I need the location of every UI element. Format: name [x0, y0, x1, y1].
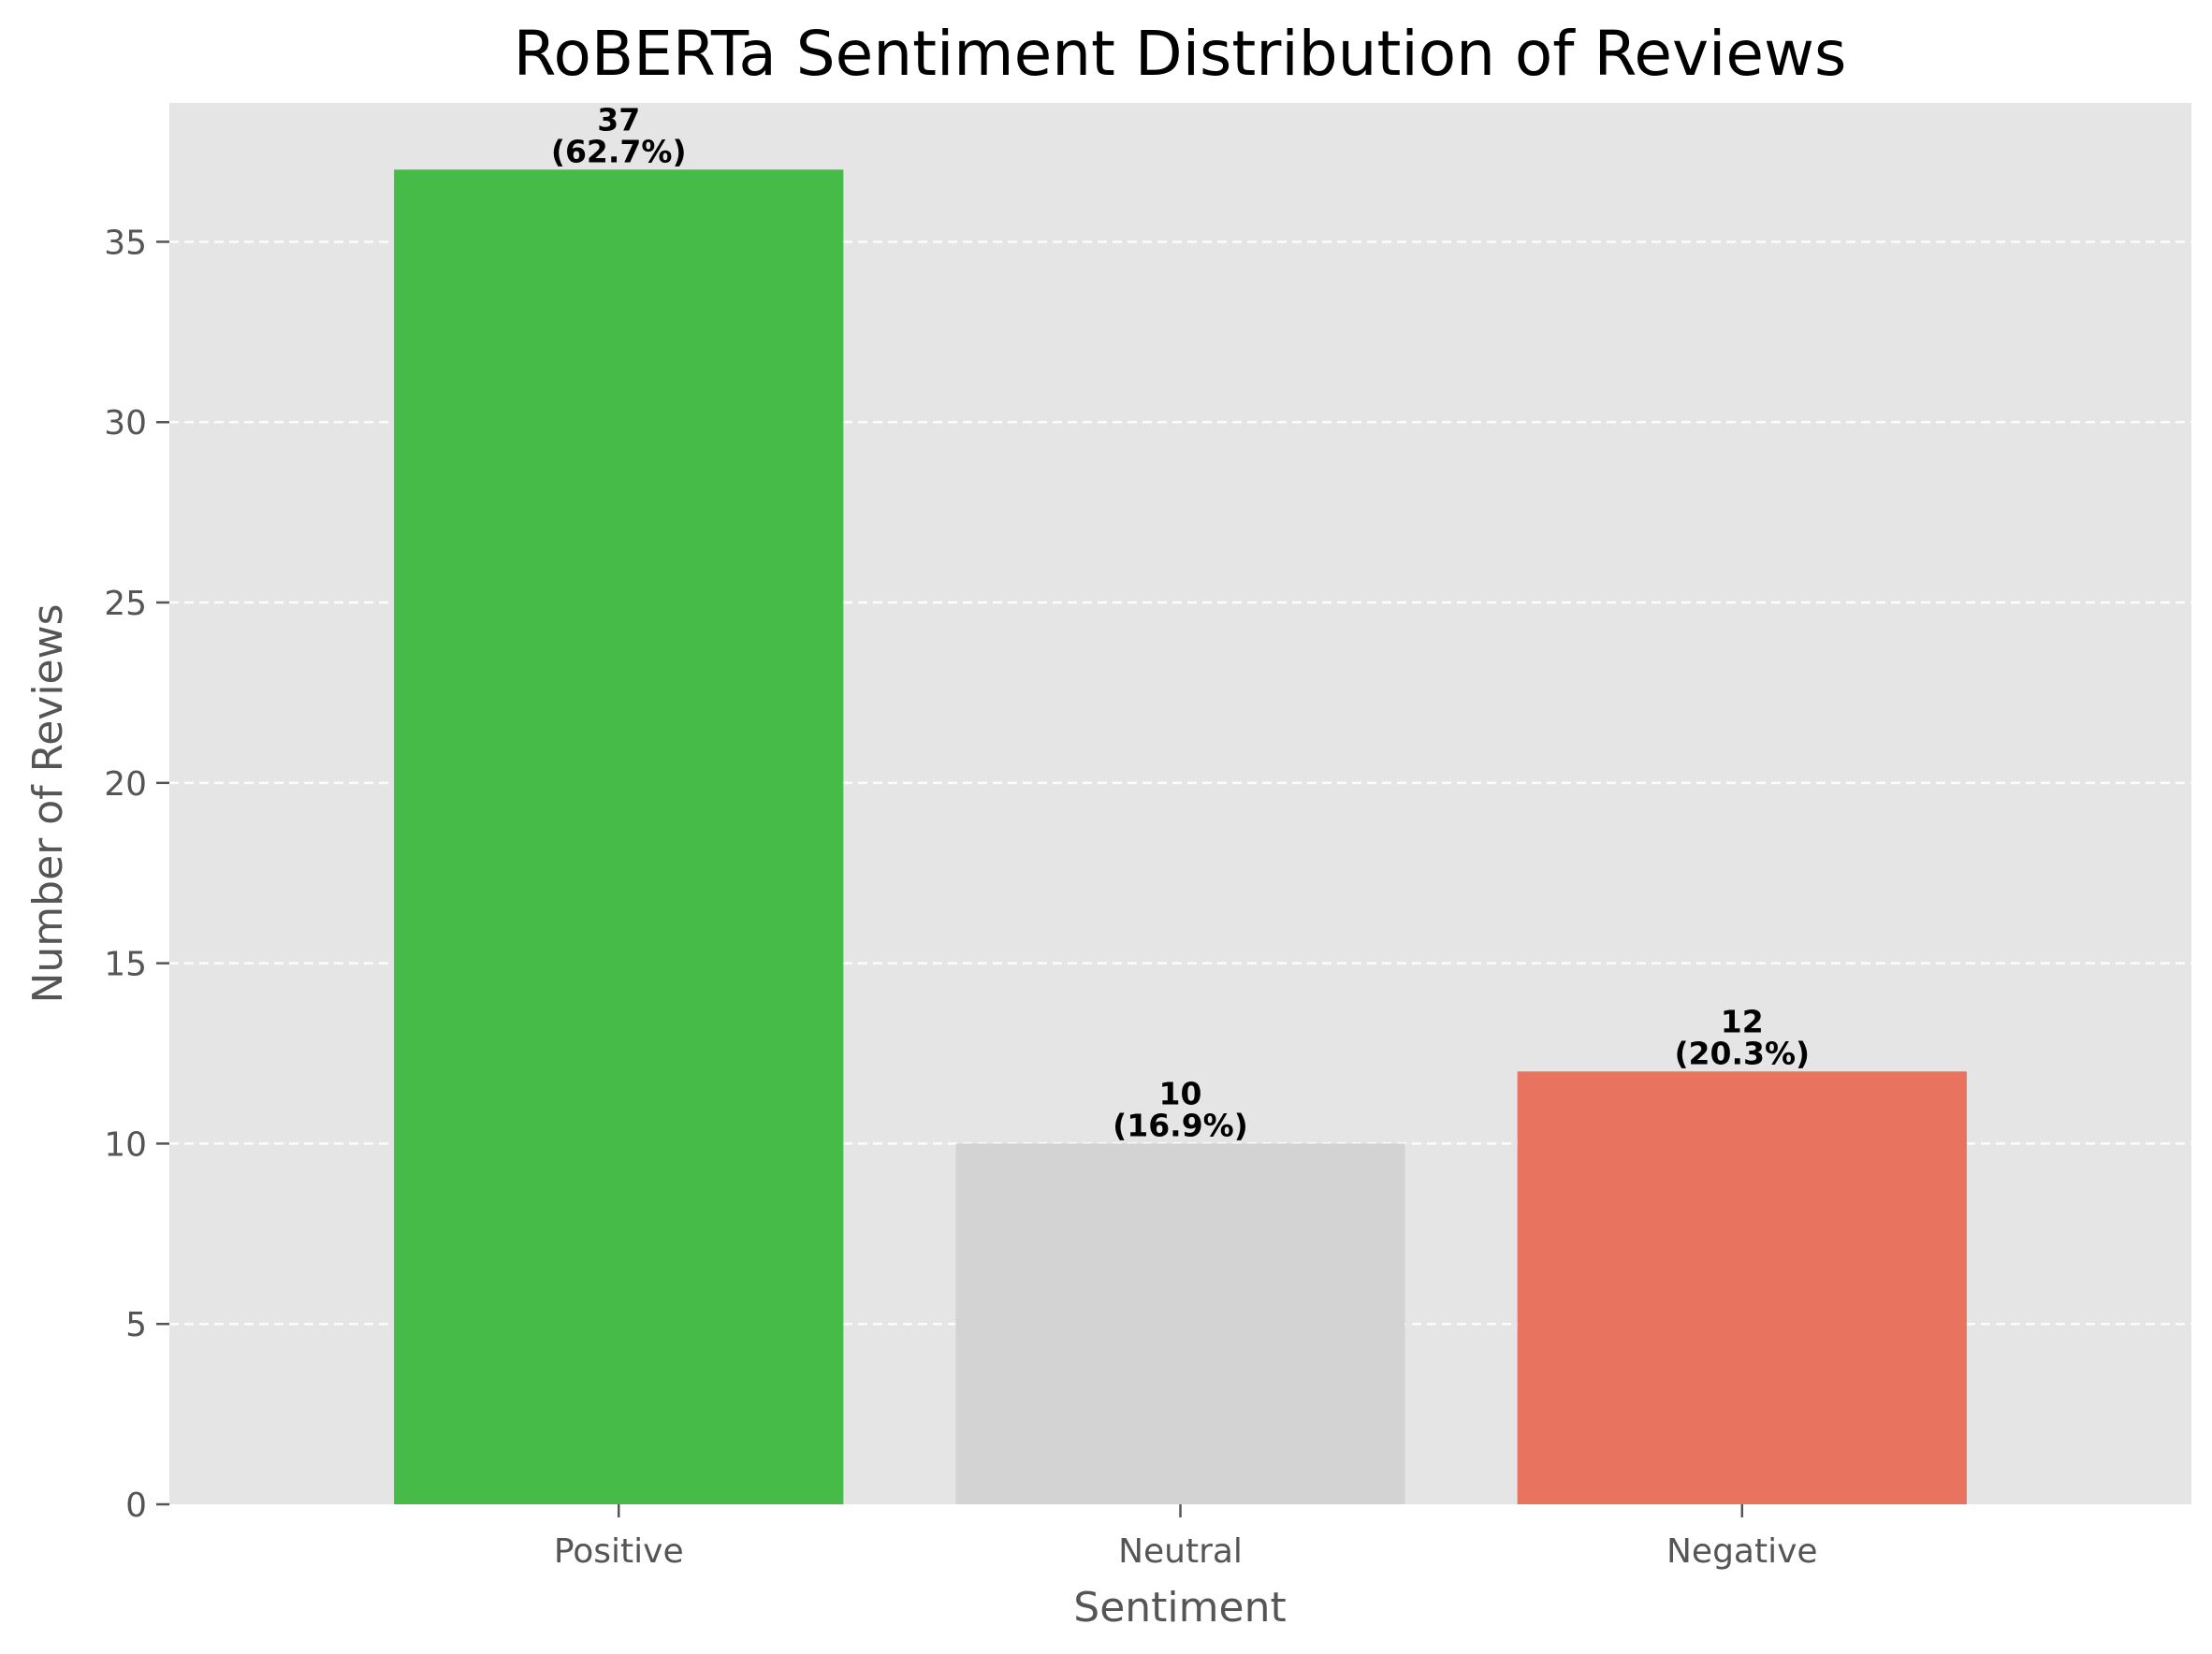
y-tick-label: 30: [104, 404, 147, 443]
data-label-count: 10: [1159, 1075, 1202, 1111]
y-tick-label: 0: [125, 1487, 147, 1525]
y-tick-label: 20: [104, 765, 147, 804]
data-label-percent: (62.7%): [551, 133, 687, 169]
y-tick-label: 15: [104, 946, 147, 984]
data-label-count: 37: [597, 101, 640, 138]
bar-negative: [1517, 1071, 1967, 1504]
x-tick-label: Negative: [1666, 1532, 1818, 1571]
axis-ticks: 0 5 10 15 20 25 30 35 Positive Neutral Negative: [104, 224, 1817, 1571]
data-labels: 37(62.7%) 10(16.9%) 12(20.3%): [551, 101, 1810, 1143]
y-tick-label: 25: [104, 585, 147, 623]
bar-neutral: [955, 1143, 1405, 1504]
bars: [394, 169, 1967, 1504]
data-label-count: 12: [1721, 1003, 1764, 1039]
y-tick-label: 35: [104, 224, 147, 262]
y-axis-label: Number of Reviews: [24, 603, 72, 1003]
x-tick-label: Neutral: [1118, 1532, 1243, 1571]
chart-title: RoBERTa Sentiment Distribution of Review…: [514, 18, 1847, 90]
y-tick-label: 5: [125, 1306, 147, 1344]
data-label-percent: (16.9%): [1113, 1107, 1248, 1143]
x-axis-label: Sentiment: [1073, 1584, 1286, 1632]
bar-positive: [394, 169, 844, 1504]
x-tick-label: Positive: [554, 1532, 684, 1571]
y-tick-label: 10: [104, 1125, 147, 1164]
data-label-percent: (20.3%): [1674, 1035, 1810, 1071]
